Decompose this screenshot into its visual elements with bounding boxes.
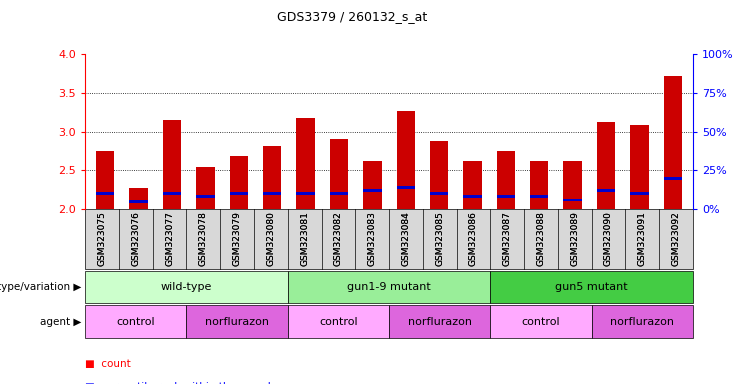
Text: GSM323087: GSM323087 <box>502 212 512 266</box>
Text: genotype/variation ▶: genotype/variation ▶ <box>0 282 82 292</box>
Text: GSM323077: GSM323077 <box>165 212 174 266</box>
Text: GSM323086: GSM323086 <box>469 212 478 266</box>
Text: GSM323082: GSM323082 <box>334 212 343 266</box>
Bar <box>664 177 682 180</box>
Bar <box>597 122 615 209</box>
Text: GSM323080: GSM323080 <box>266 212 276 266</box>
Bar <box>263 146 282 209</box>
Bar <box>597 189 615 192</box>
Bar <box>396 111 415 209</box>
Bar <box>163 192 182 195</box>
Text: GSM323076: GSM323076 <box>131 212 140 266</box>
Text: GSM323087: GSM323087 <box>502 212 512 266</box>
Text: control: control <box>522 316 560 327</box>
Text: wild-type: wild-type <box>161 282 212 292</box>
Text: ■  count: ■ count <box>85 359 131 369</box>
Text: GSM323084: GSM323084 <box>402 212 411 266</box>
Text: GSM323085: GSM323085 <box>435 212 444 266</box>
Text: GSM323079: GSM323079 <box>233 212 242 266</box>
Text: GSM323092: GSM323092 <box>671 212 680 266</box>
Bar <box>330 139 348 209</box>
Bar <box>396 186 415 189</box>
Bar <box>96 151 114 209</box>
Bar <box>530 161 548 209</box>
Bar <box>230 192 248 195</box>
Text: GSM323091: GSM323091 <box>638 212 647 266</box>
Text: norflurazon: norflurazon <box>408 316 472 327</box>
Text: GSM323083: GSM323083 <box>368 212 376 266</box>
Text: GSM323091: GSM323091 <box>638 212 647 266</box>
Text: GSM323075: GSM323075 <box>98 212 107 266</box>
Text: GSM323078: GSM323078 <box>199 212 208 266</box>
Text: GSM323083: GSM323083 <box>368 212 376 266</box>
Bar <box>363 161 382 209</box>
Bar <box>563 199 582 201</box>
Bar <box>430 141 448 209</box>
Bar <box>463 161 482 209</box>
Text: gun5 mutant: gun5 mutant <box>555 282 628 292</box>
Text: GSM323090: GSM323090 <box>604 212 613 266</box>
Text: GSM323084: GSM323084 <box>402 212 411 266</box>
Bar <box>296 192 315 195</box>
Bar <box>330 192 348 195</box>
Text: GSM323081: GSM323081 <box>300 212 309 266</box>
Bar <box>363 189 382 192</box>
Text: GSM323082: GSM323082 <box>334 212 343 266</box>
Bar <box>296 118 315 209</box>
Bar <box>196 167 215 209</box>
Bar <box>130 187 147 209</box>
Bar <box>631 125 648 209</box>
Text: norflurazon: norflurazon <box>610 316 674 327</box>
Bar <box>163 120 182 209</box>
Bar <box>563 161 582 209</box>
Text: GSM323080: GSM323080 <box>266 212 276 266</box>
Text: GSM323089: GSM323089 <box>570 212 579 266</box>
Bar <box>263 192 282 195</box>
Text: ■  percentile rank within the sample: ■ percentile rank within the sample <box>85 382 277 384</box>
Text: GSM323088: GSM323088 <box>536 212 545 266</box>
Text: GSM323086: GSM323086 <box>469 212 478 266</box>
Text: GSM323085: GSM323085 <box>435 212 444 266</box>
Bar <box>530 195 548 198</box>
Text: control: control <box>116 316 155 327</box>
Bar <box>96 192 114 195</box>
Bar <box>463 195 482 198</box>
Text: GSM323077: GSM323077 <box>165 212 174 266</box>
Text: GSM323079: GSM323079 <box>233 212 242 266</box>
Text: GSM323078: GSM323078 <box>199 212 208 266</box>
Text: GSM323081: GSM323081 <box>300 212 309 266</box>
Bar <box>496 195 515 198</box>
Text: GDS3379 / 260132_s_at: GDS3379 / 260132_s_at <box>277 10 427 23</box>
Bar <box>130 200 147 203</box>
Text: gun1-9 mutant: gun1-9 mutant <box>347 282 431 292</box>
Bar <box>496 151 515 209</box>
Text: GSM323089: GSM323089 <box>570 212 579 266</box>
Bar <box>430 192 448 195</box>
Bar <box>664 76 682 209</box>
Text: GSM323092: GSM323092 <box>671 212 680 266</box>
Text: GSM323076: GSM323076 <box>131 212 140 266</box>
Text: GSM323090: GSM323090 <box>604 212 613 266</box>
Bar <box>230 156 248 209</box>
Text: GSM323075: GSM323075 <box>98 212 107 266</box>
Text: GSM323088: GSM323088 <box>536 212 545 266</box>
Text: agent ▶: agent ▶ <box>40 316 82 327</box>
Text: norflurazon: norflurazon <box>205 316 269 327</box>
Text: control: control <box>319 316 358 327</box>
Bar <box>196 195 215 198</box>
Bar <box>631 192 648 195</box>
